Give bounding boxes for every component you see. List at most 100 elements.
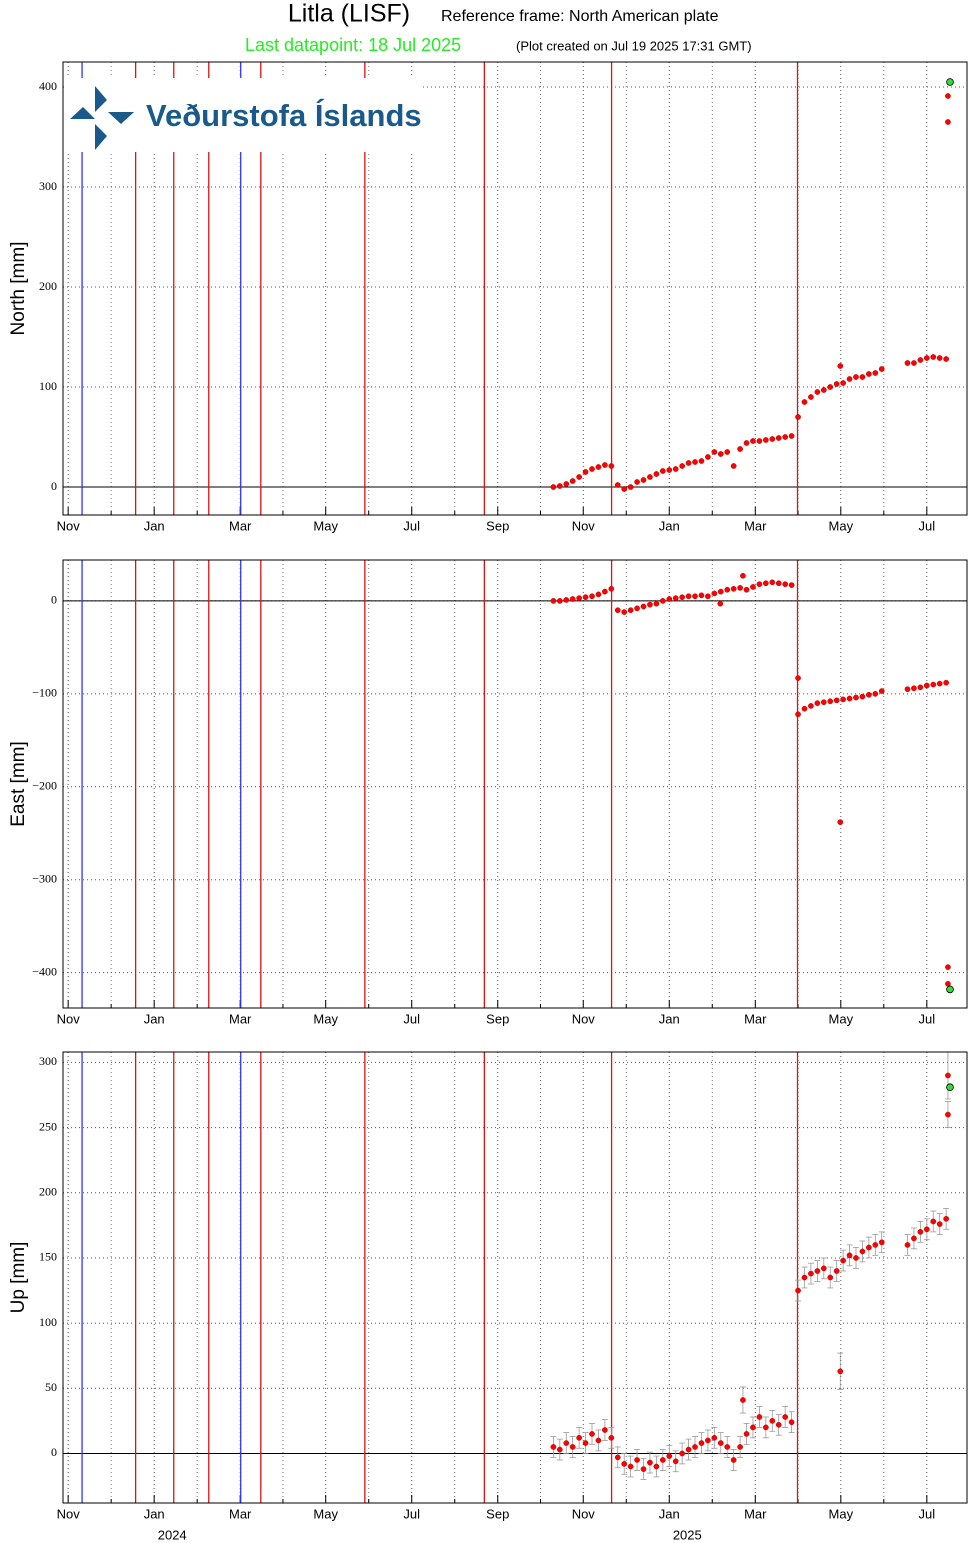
x-tick-label: Jan [144,518,165,533]
logo-shape [108,112,134,124]
data-point [685,593,692,600]
data-point [608,463,615,469]
data-point [608,1434,615,1441]
data-point [878,1239,885,1246]
data-point [853,374,859,380]
data-point [692,593,698,600]
data-point [930,354,937,360]
data-point [837,1368,844,1375]
data-point [945,93,951,99]
data-point [827,384,834,390]
data-point [666,467,673,473]
data-point [679,1450,685,1457]
data-point [911,685,917,692]
data-point [737,1444,743,1450]
data-point [589,593,595,600]
data-point [750,584,756,590]
y-tick-label: 100 [39,1315,57,1329]
data-point [621,486,628,492]
data-point [814,700,821,706]
data-point [808,703,814,709]
data-point [801,1274,808,1281]
data-point [945,1111,951,1118]
last-point [946,985,954,994]
y-tick-label: 400 [39,79,57,93]
x-tick-label: Mar [744,1506,767,1521]
data-point [756,1414,763,1420]
data-point [743,1431,750,1437]
data-point [730,1457,737,1463]
y-axis-label: East [mm] [8,741,29,827]
x-tick-label: Jan [144,1011,165,1026]
data-point [945,1072,951,1079]
plot-frame [62,1051,968,1504]
data-point [647,601,653,608]
data-point [917,357,924,363]
data-point [820,1265,827,1272]
data-point [685,460,692,466]
data-point [589,1431,595,1437]
year-label: 2025 [673,1527,702,1542]
x-tick-label: Jul [403,518,420,533]
data-point [827,698,834,705]
data-point [672,466,679,472]
data-point [795,711,801,718]
data-point [653,471,660,477]
x-tick-label: Sep [486,518,509,533]
y-tick-label: 150 [39,1250,57,1264]
y-tick-label: 200 [39,1185,57,1199]
plot-frame [62,61,968,516]
data-point [775,580,782,587]
data-point [763,1424,769,1431]
x-tick-label: Jul [919,518,936,533]
data-point [872,370,879,376]
x-tick-label: Jul [403,1506,420,1521]
data-point [782,581,789,588]
data-point [614,482,621,488]
data-point [866,691,872,698]
data-point [923,682,930,689]
data-point [945,964,951,970]
data-point [666,596,673,602]
data-point [730,585,737,592]
data-point [943,1215,949,1222]
data-point [930,681,937,688]
x-tick-label: Jan [659,1506,680,1521]
last-point [946,78,954,86]
data-point [936,1221,943,1227]
data-point [653,1463,660,1470]
data-point [814,389,821,395]
data-point [859,374,866,380]
data-point [917,684,924,691]
data-point [769,1418,776,1424]
data-point [659,1457,666,1463]
data-point [795,1287,801,1294]
data-point [698,458,705,464]
data-point [923,1226,930,1233]
data-point [801,705,808,712]
data-point [608,585,615,592]
data-point [878,366,885,372]
data-point [782,434,789,440]
x-tick-label: Mar [744,518,767,533]
data-point [550,1444,557,1450]
data-point [634,605,640,612]
data-point [595,1437,602,1444]
data-point [943,679,949,686]
data-point [563,1440,570,1446]
data-point [647,1459,653,1466]
data-point [602,462,608,468]
data-point [556,1446,563,1453]
data-point [602,588,608,595]
data-point [795,414,801,420]
data-point [640,603,647,610]
data-point [750,1424,756,1431]
data-point [911,1235,917,1242]
data-point [837,363,844,369]
data-point [685,1446,692,1453]
data-point [788,433,795,439]
y-tick-label: 50 [45,1380,57,1394]
y-tick-label: 300 [39,179,57,193]
data-point [743,586,750,593]
y-tick-label: 0 [51,1445,57,1459]
